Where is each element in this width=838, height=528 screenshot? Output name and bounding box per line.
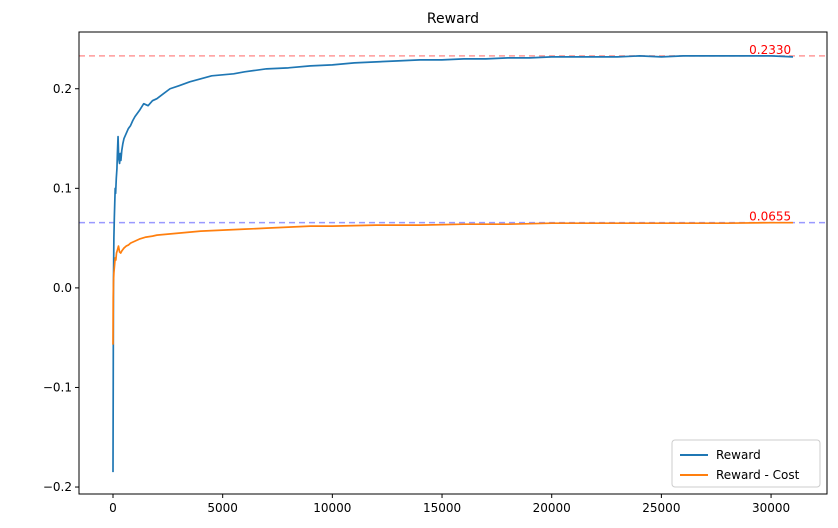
series-line-1 (112, 55, 794, 473)
reference-label-1: 0.2330 (749, 43, 791, 57)
chart-title: Reward (427, 11, 479, 27)
y-tick-label: 0.2 (53, 82, 72, 96)
legend-box (671, 439, 821, 488)
x-tick-label: 20000 (533, 501, 571, 515)
x-tick-label: 5000 (207, 501, 238, 515)
plot-area: 0.2330 0.0655 (79, 43, 827, 473)
legend-label-2: Reward - Cost (716, 468, 800, 482)
x-tick-label: 15000 (423, 501, 461, 515)
plot-frame (78, 31, 828, 495)
axes: 0 5000 10000 15000 20000 25000 30000 −0.2 −0.1 0.… (43, 31, 828, 515)
reference-label-2: 0.0655 (749, 210, 791, 224)
y-tick-label: −0.1 (43, 380, 72, 394)
series-line-2 (112, 221, 793, 345)
x-tick-label: 0 (109, 501, 117, 515)
x-tick-label: 10000 (313, 501, 351, 515)
legend-label-1: Reward (716, 448, 761, 462)
y-tick-label: 0.0 (53, 281, 72, 295)
plot-clipped (79, 55, 827, 473)
x-tick-label: 30000 (752, 501, 790, 515)
x-tick-label: 25000 (642, 501, 680, 515)
y-tick-label: −0.2 (43, 480, 72, 494)
y-tick-label: 0.1 (53, 181, 72, 195)
legend: Reward Reward - Cost (671, 439, 821, 488)
